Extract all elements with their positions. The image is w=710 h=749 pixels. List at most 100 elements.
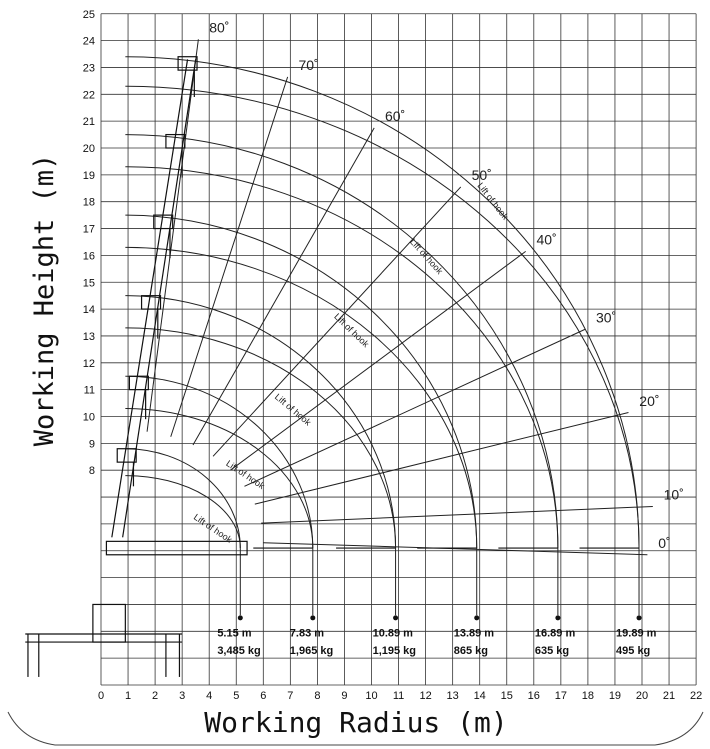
boom-angle-label: 30˚	[596, 310, 616, 326]
boom-angle-line	[254, 411, 629, 505]
boom-angle-line	[146, 39, 199, 432]
crane-illustration	[25, 56, 640, 677]
hook-block	[555, 615, 561, 621]
hook-block	[393, 615, 399, 621]
outrigger-beam	[25, 633, 183, 643]
x-tick-label: 18	[582, 690, 594, 702]
radius-label: 10.89 m	[373, 628, 414, 640]
load-label: 1,965 kg	[290, 645, 333, 657]
y-tick-label: 12	[83, 358, 95, 370]
x-tick-label: 7	[287, 690, 293, 702]
radius-label: 7.83 m	[290, 628, 324, 640]
boom-tip-arc	[125, 448, 241, 549]
boom-angle-line	[263, 542, 648, 556]
load-label: 1,195 kg	[373, 645, 416, 657]
grid	[100, 13, 697, 686]
y-tick-label: 17	[83, 224, 95, 236]
raised-boom-outline	[111, 59, 189, 538]
y-tick-label: 19	[83, 170, 95, 182]
y-tick-label: 24	[83, 36, 95, 48]
y-tick-label: 9	[89, 438, 95, 450]
y-tick-label: 14	[83, 304, 95, 316]
boom-head	[177, 56, 198, 71]
boom-tip-arc	[125, 134, 559, 549]
x-tick-label: 22	[690, 690, 702, 702]
boom-tip-arc	[125, 56, 640, 549]
boom-angle-line	[244, 328, 586, 487]
chart-labels: 0 1 2 3 4 5 6 7 8 9 10 11 12 13 14 15 16 17 18 19 20 21 228910…	[83, 9, 702, 702]
boom-angle-label: 60˚	[385, 108, 405, 124]
boom-angle-label: 40˚	[537, 232, 557, 248]
hook-arc	[125, 85, 640, 549]
boom-tip-arc	[125, 214, 478, 549]
load-label: 865 kg	[454, 645, 488, 657]
hook-arc	[125, 327, 397, 549]
y-tick-label: 16	[83, 250, 95, 262]
working-range-arcs	[125, 56, 642, 621]
y-axis-title: Working Height (m)	[29, 154, 60, 447]
radius-label: 5.15 m	[217, 628, 251, 640]
hook-block	[310, 615, 316, 621]
lift-of-hook-label: Lift of hook	[408, 237, 445, 277]
x-tick-label: 10	[365, 690, 377, 702]
boom-angle-label: 70˚	[298, 57, 318, 73]
x-tick-label: 13	[447, 690, 459, 702]
x-tick-label: 20	[636, 690, 648, 702]
hook-block	[636, 615, 642, 621]
radius-label: 19.89 m	[616, 628, 657, 640]
radius-label: 16.89 m	[535, 628, 576, 640]
boom-angle-line	[170, 76, 289, 437]
boom-tip-arc	[125, 295, 397, 549]
boom-tip-arc	[125, 375, 314, 549]
x-tick-label: 8	[314, 690, 320, 702]
boom-head	[140, 295, 162, 310]
boom-head	[165, 133, 186, 149]
y-tick-label: 18	[83, 197, 95, 209]
boom-angle-line	[192, 127, 375, 446]
x-tick-label: 6	[260, 690, 266, 702]
lift-of-hook-label: Lift of hook	[475, 181, 510, 222]
y-tick-label: 8	[89, 465, 95, 477]
page-curl-decoration	[7, 711, 704, 746]
x-tick-label: 3	[179, 690, 185, 702]
raised-boom-outline	[122, 59, 197, 538]
hook-block	[237, 615, 243, 621]
y-tick-label: 21	[83, 116, 95, 128]
x-tick-label: 2	[152, 690, 158, 702]
y-tick-label: 13	[83, 331, 95, 343]
y-tick-label: 10	[83, 412, 95, 424]
lift-of-hook-label: Lift of hook	[192, 512, 235, 545]
x-tick-label: 11	[393, 690, 404, 702]
boom-angle-line	[212, 186, 462, 457]
x-tick-label: 15	[501, 690, 513, 702]
x-tick-label: 17	[555, 690, 567, 702]
boom-angle-line	[230, 250, 526, 471]
boom-angle-lines	[146, 39, 653, 556]
lift-of-hook-label: Lift of hook	[224, 458, 267, 491]
boom-angle-label: 0˚	[658, 535, 670, 551]
load-label: 495 kg	[616, 645, 650, 657]
lift-of-hook-label: Lift of hook	[273, 392, 314, 428]
x-tick-label: 14	[474, 690, 486, 702]
y-tick-label: 23	[83, 62, 95, 74]
x-tick-label: 9	[341, 690, 347, 702]
boom-angle-label: 10˚	[664, 487, 684, 503]
x-tick-label: 5	[233, 690, 239, 702]
y-tick-label: 25	[83, 9, 95, 21]
x-tick-label: 12	[419, 690, 431, 702]
boom-angle-label: 80˚	[209, 20, 229, 36]
y-tick-label: 11	[84, 385, 95, 397]
hook-arc	[125, 166, 559, 549]
x-tick-label: 21	[663, 690, 675, 702]
hook-block	[474, 615, 480, 621]
x-tick-label: 1	[125, 690, 131, 702]
hook-arc	[125, 475, 241, 549]
x-tick-label: 19	[609, 690, 621, 702]
x-tick-label: 0	[98, 690, 104, 702]
radius-label: 13.89 m	[454, 628, 495, 640]
hook-arc	[125, 246, 478, 549]
boom-head	[116, 448, 137, 463]
y-tick-label: 20	[83, 143, 95, 155]
x-tick-label: 4	[206, 690, 212, 702]
boom-head	[128, 375, 149, 391]
